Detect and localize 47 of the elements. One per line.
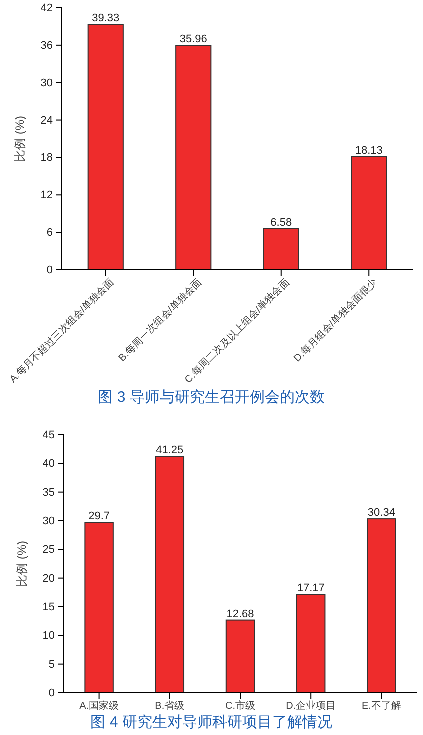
x-tick-label: D.企业项目 [286,700,336,712]
bar [351,156,388,270]
text: 图 3 导师与研究生召开例会的次数 [98,389,325,406]
data-label: 6.58 [270,216,292,229]
data-label: 29.7 [88,510,110,523]
y-tick-label: 12 [40,190,53,202]
bar [88,24,124,270]
y-tick-label: 30 [40,77,53,90]
y-tick-label: 25 [42,544,55,556]
y-tick-label: 15 [42,602,55,614]
y-tick-label: 18 [40,152,53,164]
x-tick-label: A.国家级 [80,700,120,712]
bar [176,45,212,270]
y-axis-title: 比例 (%) [13,116,27,162]
y-tick-label: 0 [48,688,55,700]
y-tick-label: 45 [42,430,55,442]
data-label: 41.25 [156,444,184,456]
y-tick-label: 42 [40,2,53,15]
x-tick-label: A.每月不超过三次组会/单独会面 [7,276,116,386]
x-tick-label: C.市级 [226,700,256,712]
data-label: 17.17 [297,582,325,595]
bar [84,522,114,694]
text: 图 4 研究生对导师科研项目了解情况 [90,714,332,731]
x-tick-label: B.省级 [155,700,185,712]
data-label: 39.33 [92,12,120,25]
y-tick-label: 10 [42,630,55,642]
data-label: 30.34 [368,507,396,520]
y-tick-label: 40 [42,458,55,470]
data-label: 12.68 [226,608,254,620]
bar [226,620,256,694]
y-axis-title: 比例 (%) [15,541,29,587]
y-tick-label: 24 [40,114,53,127]
y-tick-label: 0 [46,264,53,277]
bar [367,518,396,694]
data-label: 18.13 [355,144,383,157]
y-tick-label: 5 [48,658,55,671]
y-tick-label: 35 [42,486,55,499]
x-tick-label: D.每月组会/单独会面很少 [292,276,380,365]
y-tick-label: 6 [46,227,53,240]
y-tick-label: 30 [42,516,55,528]
y-tick-label: 36 [40,40,53,52]
bar [263,228,300,270]
bar [155,456,185,694]
data-label: 35.96 [180,34,208,46]
y-tick-label: 20 [42,572,55,585]
bar [296,594,326,694]
x-tick-label: E.不了解 [362,701,402,712]
